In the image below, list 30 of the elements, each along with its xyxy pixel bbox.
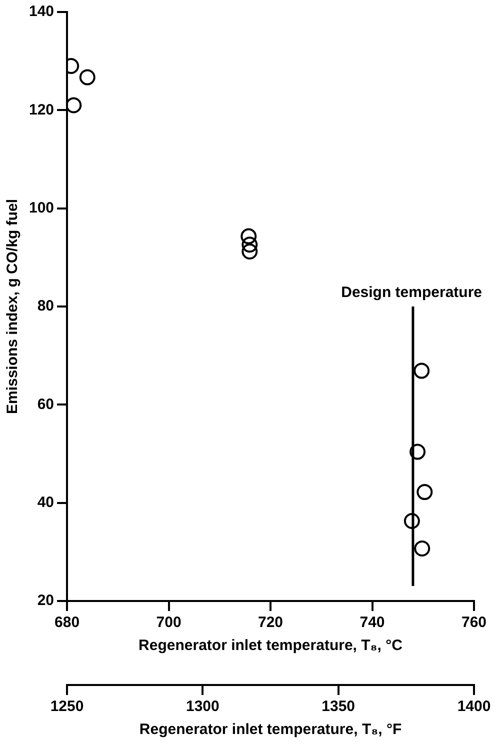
x2-tick-label: 1350 bbox=[322, 698, 356, 716]
point bbox=[404, 512, 420, 529]
y-tick-label: 120 bbox=[28, 101, 54, 118]
point bbox=[414, 362, 430, 379]
y-tick-label: 40 bbox=[37, 494, 54, 511]
x2-tick-label: 1400 bbox=[457, 698, 491, 716]
x2-axis-title: Regenerator inlet temperature, T₈, °F bbox=[139, 721, 402, 738]
point bbox=[410, 444, 426, 460]
x-axis-title: Regenerator inlet temperature, T₈, °C bbox=[138, 637, 403, 654]
y-tick-label: 60 bbox=[37, 396, 54, 413]
x2-tick-label: 1300 bbox=[186, 698, 220, 716]
x-tick-label: 760 bbox=[461, 614, 487, 632]
x-tick-label: 720 bbox=[258, 614, 284, 632]
point bbox=[67, 97, 82, 114]
point bbox=[242, 244, 258, 260]
y-tick-label: 80 bbox=[37, 298, 54, 315]
x-tick-label: 740 bbox=[360, 614, 385, 632]
y-tick-label: 20 bbox=[37, 592, 54, 610]
point bbox=[79, 69, 96, 86]
y-axis-title: Emissions index, g CO/kg fuel bbox=[4, 198, 22, 414]
x-tick-label: 700 bbox=[156, 614, 182, 632]
y-tick-label: 140 bbox=[28, 3, 54, 20]
point bbox=[242, 236, 258, 253]
x2-tick-label: 1250 bbox=[50, 698, 84, 716]
point bbox=[240, 228, 257, 244]
point bbox=[414, 540, 430, 556]
ref-line-label: Design temperature bbox=[341, 284, 482, 302]
y-tick-label: 100 bbox=[28, 199, 54, 216]
point bbox=[416, 484, 433, 500]
x-tick-label: 680 bbox=[54, 614, 80, 632]
